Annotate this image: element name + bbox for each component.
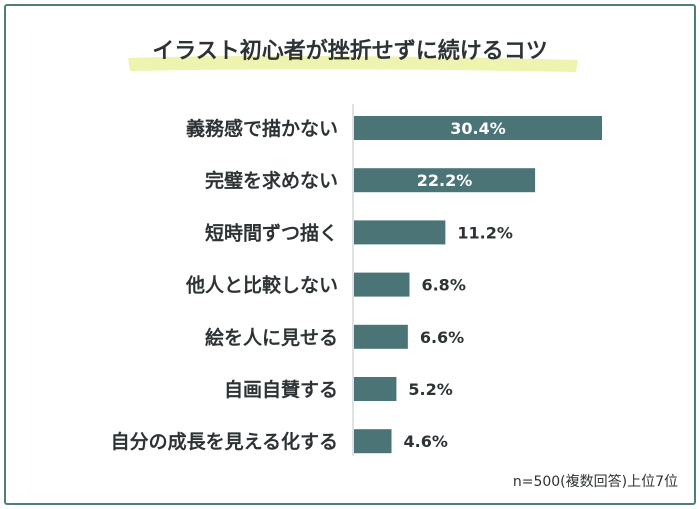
bars bbox=[354, 116, 602, 454]
value-label: 5.2% bbox=[408, 380, 452, 399]
category-label: 完璧を求めない bbox=[205, 169, 338, 192]
bar bbox=[354, 272, 410, 297]
chart-title: イラスト初心者が挫折せずに続けるコツ bbox=[152, 38, 548, 64]
category-label: 自画自賛する bbox=[224, 378, 338, 401]
category-label: 他人と比較しない bbox=[185, 274, 338, 297]
category-label: 義務感で描かない bbox=[186, 117, 338, 140]
value-labels: 30.4% 22.2% 11.2% 6.8% 6.6% 5.2% 4.6% bbox=[404, 119, 513, 451]
value-label: 4.6% bbox=[404, 432, 448, 451]
title-highlight bbox=[128, 55, 578, 72]
value-label: 30.4% bbox=[450, 119, 506, 138]
value-label: 6.8% bbox=[421, 276, 465, 295]
value-label: 22.2% bbox=[417, 171, 473, 190]
category-label: 短時間ずつ描く bbox=[205, 221, 338, 244]
bar bbox=[354, 429, 392, 454]
chart-frame bbox=[4, 4, 696, 505]
category-label: 絵を人に見せる bbox=[205, 326, 338, 349]
bar bbox=[354, 168, 536, 193]
category-label: 自分の成長を見える化する bbox=[111, 430, 338, 453]
bar bbox=[354, 377, 397, 401]
bar bbox=[354, 116, 602, 140]
value-label: 6.6% bbox=[420, 328, 464, 347]
bar bbox=[354, 324, 408, 349]
bar bbox=[354, 220, 446, 245]
value-label: 11.2% bbox=[457, 223, 513, 242]
sample-note: n=500(複数回答)上位7位 bbox=[513, 473, 678, 490]
category-labels: 義務感で描かない完璧を求めない短時間ずつ描く他人と比較しない絵を人に見せる自画自… bbox=[111, 117, 338, 453]
